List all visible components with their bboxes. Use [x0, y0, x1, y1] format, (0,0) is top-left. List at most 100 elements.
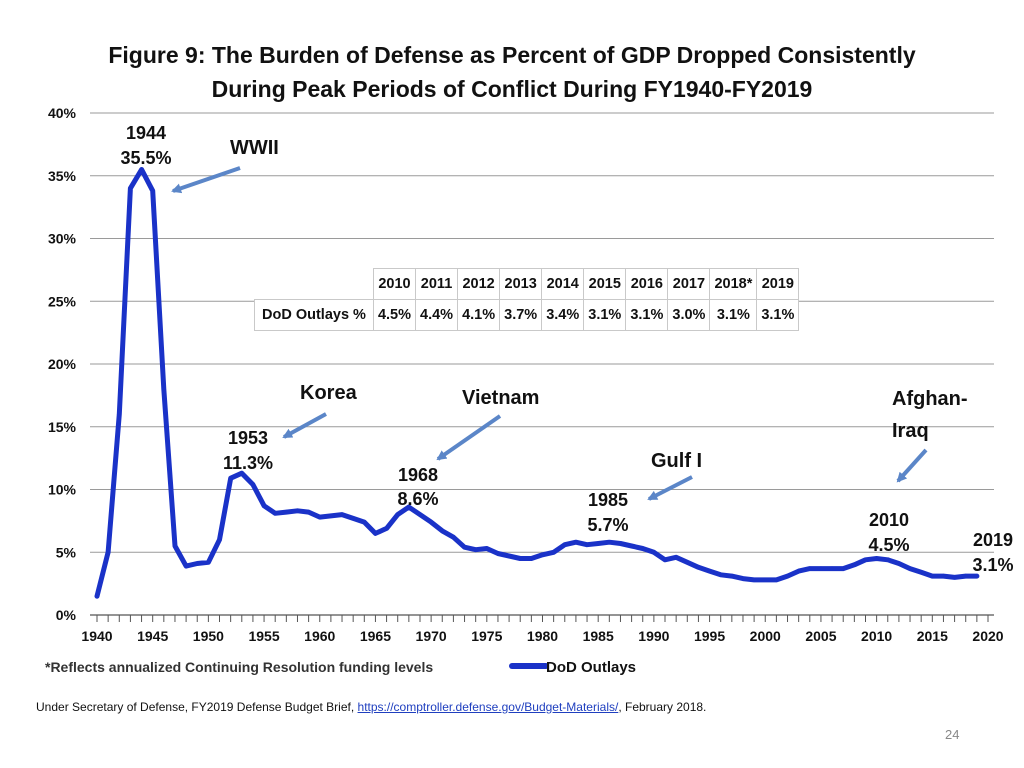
data-point [105, 550, 111, 555]
x-tick-label: 2020 [972, 628, 1003, 644]
data-point [573, 540, 579, 545]
data-point [306, 509, 311, 515]
x-tick-label: 1940 [81, 628, 112, 644]
conflict-label-text: Korea [300, 382, 358, 404]
data-point [963, 573, 968, 579]
y-tick-label: 0% [56, 607, 77, 623]
conflict-label: Korea [282, 382, 358, 439]
data-point [195, 561, 200, 566]
data-point [729, 573, 735, 579]
data-point [506, 553, 512, 559]
source-suffix: , February 2018. [618, 700, 707, 714]
data-point [707, 568, 712, 574]
data-point [328, 513, 334, 519]
data-point [874, 556, 879, 561]
annotation-year: 2019 [973, 530, 1013, 550]
inset-value-cell: 3.4% [541, 299, 585, 331]
y-tick-label: 40% [48, 105, 77, 121]
inset-value-cell: 3.7% [499, 299, 543, 331]
footnote: *Reflects annualized Continuing Resoluti… [45, 659, 433, 675]
inset-value-cell: 3.0% [667, 299, 711, 331]
data-point [94, 593, 100, 599]
y-tick-label: 5% [56, 544, 77, 560]
data-point [941, 573, 946, 579]
data-point [607, 540, 612, 545]
x-tick-label: 1975 [471, 628, 502, 644]
x-tick-label: 1950 [193, 628, 224, 644]
conflict-arrow [282, 412, 327, 439]
conflict-label-text: Vietnam [462, 387, 539, 409]
data-point [529, 556, 534, 561]
annotation-year: 2010 [869, 510, 909, 530]
value-annotation: 1968 8.6% [397, 465, 438, 509]
data-point [217, 537, 222, 542]
data-point [284, 509, 289, 515]
inset-year-cell: 2019 [756, 268, 800, 300]
annotation-value: 4.5% [868, 535, 909, 555]
data-point [183, 563, 189, 569]
inset-year-cell: 2018* [709, 268, 758, 300]
data-point [317, 514, 322, 520]
data-point [117, 412, 122, 417]
x-tick-label: 2015 [917, 628, 948, 644]
x-tick-label: 1945 [137, 628, 168, 644]
x-tick-label: 2010 [861, 628, 892, 644]
data-point [495, 551, 501, 556]
data-point [829, 566, 835, 571]
inset-year-cell: 2012 [457, 268, 501, 300]
value-annotation: 1985 5.7% [587, 490, 628, 535]
data-point [763, 577, 768, 583]
inset-year-cell: 2016 [625, 268, 669, 300]
inset-year-cell: 2013 [499, 268, 543, 300]
data-point [406, 504, 412, 510]
y-tick-label: 30% [48, 231, 77, 247]
inset-row-label: DoD Outlays % [254, 299, 374, 331]
inset-value-cell: 4.1% [457, 299, 501, 331]
data-point [473, 547, 478, 552]
legend-label: DoD Outlays [546, 659, 636, 676]
data-point [150, 188, 155, 194]
inset-value-cell: 3.1% [583, 299, 627, 331]
annotation-value: 8.6% [397, 489, 438, 509]
x-tick-label: 1995 [694, 628, 725, 644]
conflict-arrow [171, 166, 241, 194]
data-point [440, 528, 445, 534]
source-link[interactable]: https://comptroller.defense.gov/Budget-M… [357, 700, 619, 714]
value-annotation: 2010 4.5% [868, 510, 909, 555]
data-point [907, 566, 913, 571]
annotation-year: 1944 [126, 123, 166, 143]
data-point [373, 531, 378, 536]
data-point [350, 516, 356, 521]
inset-year-cell: 2017 [667, 268, 711, 300]
annotation-value: 3.1% [972, 555, 1013, 575]
data-point [250, 482, 256, 487]
data-point [228, 476, 233, 481]
x-tick-label: 1990 [638, 628, 669, 644]
inset-value-cell: 4.4% [414, 299, 459, 331]
inset-value-cell: 3.1% [709, 299, 758, 331]
data-point [395, 512, 400, 517]
data-point [785, 573, 790, 579]
data-point [339, 512, 345, 517]
data-point [273, 511, 278, 516]
data-point [462, 545, 467, 550]
chart-title-line-2: During Peak Periods of Conflict During F… [211, 76, 813, 102]
data-point [751, 577, 757, 583]
conflict-label: Vietnam [436, 387, 539, 461]
data-point [239, 470, 244, 476]
data-point [629, 543, 634, 549]
conflict-label-text: WWII [230, 137, 279, 159]
data-point [974, 573, 980, 579]
data-point [362, 519, 367, 525]
annotation-value: 11.3% [223, 453, 273, 473]
y-tick-label: 20% [48, 356, 77, 372]
x-tick-label: 1965 [360, 628, 391, 644]
data-point [896, 561, 902, 566]
x-tick-label: 1960 [304, 628, 335, 644]
x-tick-label: 1970 [416, 628, 447, 644]
x-tick-label: 1985 [583, 628, 614, 644]
x-tick-label: 1980 [527, 628, 558, 644]
inset-year-cell: 2014 [541, 268, 585, 300]
data-point [640, 546, 645, 551]
conflict-label: Gulf I [647, 450, 702, 501]
